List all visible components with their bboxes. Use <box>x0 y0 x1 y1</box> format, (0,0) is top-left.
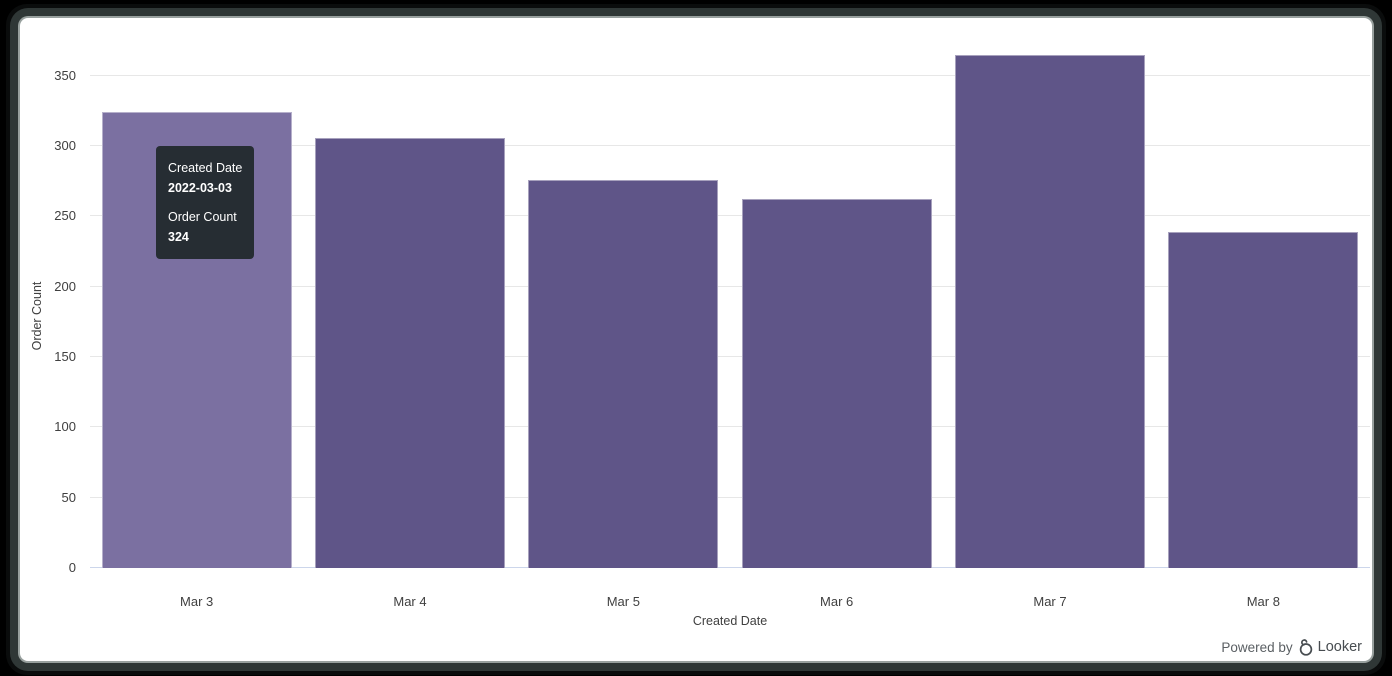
y-tick-label: 250 <box>54 208 76 224</box>
x-tick-label: Mar 5 <box>606 594 640 609</box>
tooltip-dimension-label: Created Date <box>168 161 243 175</box>
gridline <box>90 356 1370 358</box>
tooltip-measure-label: Order Count <box>168 210 237 224</box>
bar-mar-5[interactable] <box>528 179 719 568</box>
powered-by-looker-link[interactable]: Powered by Looker <box>1221 636 1362 658</box>
x-tick-label: Mar 3 <box>180 594 214 609</box>
gridline <box>90 285 1370 287</box>
tooltip-dimension: Created Date 2022-03-03 <box>168 158 242 198</box>
bar-mar-8[interactable] <box>1168 231 1359 568</box>
x-tick-label: Mar 4 <box>393 594 427 609</box>
bar-slot <box>730 18 943 568</box>
tooltip-dimension-value: 2022-03-03 <box>168 181 232 195</box>
bar-slot <box>1157 18 1370 568</box>
x-axis-line <box>90 567 1370 568</box>
bar-slot <box>303 18 516 568</box>
bar-mar-7[interactable] <box>954 54 1145 568</box>
y-tick-label: 350 <box>54 67 76 83</box>
bar-slot <box>943 18 1156 568</box>
gridline <box>90 496 1370 498</box>
x-axis-title: Created Date <box>692 614 768 628</box>
x-tick-label: Mar 7 <box>1033 594 1067 609</box>
chart-tooltip: Created Date 2022-03-03 Order Count 324 <box>156 146 255 259</box>
y-tick-label: 50 <box>61 489 76 505</box>
powered-by-text: Powered by <box>1221 639 1293 655</box>
looker-brand-text: Looker <box>1317 639 1362 655</box>
y-tick-label: 100 <box>54 419 76 435</box>
gridline <box>90 74 1370 76</box>
y-tick-label: 300 <box>54 138 76 154</box>
tooltip-measure: Order Count 324 <box>168 207 242 247</box>
y-tick-label: 200 <box>54 278 76 294</box>
bar-slot <box>517 18 730 568</box>
y-tick-label: 0 <box>68 560 76 575</box>
y-tick-label: 150 <box>54 349 76 365</box>
plot-area <box>90 18 1370 568</box>
tooltip-measure-value: 324 <box>168 230 189 244</box>
bar-series <box>90 18 1370 568</box>
looker-logo-icon <box>1299 638 1312 656</box>
bar-mar-4[interactable] <box>314 137 505 568</box>
x-tick-label: Mar 6 <box>820 594 854 609</box>
y-axis-tick-labels: 0 50 100 150 200 250 300 350 <box>20 18 76 574</box>
gridline <box>90 215 1370 217</box>
bar-slot <box>90 18 303 568</box>
gridline <box>90 145 1370 147</box>
x-axis-tick-labels: Mar 3 Mar 4 Mar 5 Mar 6 Mar 7 Mar 8 <box>90 594 1370 609</box>
x-tick-label: Mar 8 <box>1246 594 1280 609</box>
bar-mar-6[interactable] <box>741 199 932 568</box>
gridline <box>90 426 1370 428</box>
